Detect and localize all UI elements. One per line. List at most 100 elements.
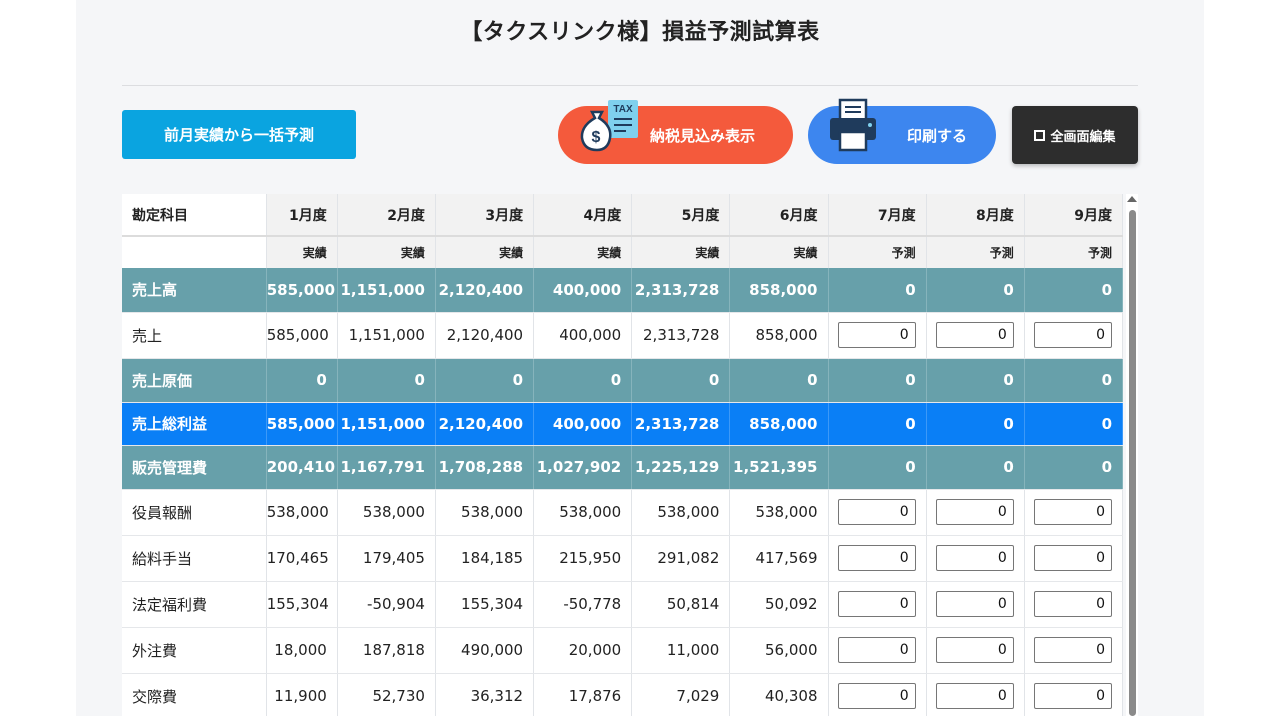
kind-header: 実績 [435,236,535,268]
value-cell: 0 [337,358,436,403]
value-cell: 56,000 [729,627,829,674]
forecast-input[interactable]: 0 [1034,683,1112,709]
table-row: 売上総利益 585,000 1,151,000 2,120,400 400,000 2,3… [122,402,1123,446]
forecast-input[interactable]: 0 [1034,499,1112,525]
value-cell: 1,151,000 [337,268,436,313]
forecast-cell: 0 [1024,627,1123,674]
kind-header: 実績 [631,236,731,268]
value-cell: 184,185 [435,535,535,582]
bulk-predict-button[interactable]: 前月実績から一括予測 [122,110,356,159]
forecast-cell: 0 [926,312,1025,359]
forecast-input[interactable]: 0 [1034,545,1112,571]
value-cell: 17,876 [533,673,633,716]
printer-icon [830,98,876,152]
value-cell: 0 [729,358,829,403]
forecast-input[interactable]: 0 [1034,322,1112,348]
forecast-table: 勘定科目 1月度 2月度 3月度 4月度 5月度 6月度 7月度 8月度 9月度 実績 実績 実績実… [122,194,1123,716]
account-label: 役員報酬 [122,489,267,536]
forecast-cell: 0 [828,535,927,582]
value-cell: 538,000 [337,489,436,536]
value-cell: 0 [926,358,1025,403]
forecast-input[interactable]: 0 [1034,637,1112,663]
scrollbar-thumb[interactable] [1129,210,1136,716]
value-cell: 0 [828,402,927,446]
table-row: 外注費 18,000 187,818 490,000 20,000 11,000 56,00… [122,627,1123,674]
value-cell: 585,000 [266,312,338,359]
kind-header: 実績 [337,236,436,268]
value-cell: 858,000 [729,402,829,446]
forecast-table-body: 売上高 585,000 1,151,000 2,120,400 400,000 2,313… [122,268,1123,716]
title-divider [122,85,1138,86]
fullscreen-edit-button[interactable]: 全画面編集 [1012,106,1138,164]
value-cell: 585,000 [266,402,338,446]
table-row: 売上高 585,000 1,151,000 2,120,400 400,000 2,313… [122,268,1123,313]
month-header: 1月度 [266,194,338,237]
forecast-input[interactable]: 0 [935,499,1014,525]
kind-header-blank [122,236,267,268]
value-cell: 0 [926,445,1025,490]
forecast-cell: 0 [926,535,1025,582]
tax-estimate-label: 納税見込み表示 [649,126,755,145]
forecast-input[interactable]: 0 [1034,591,1112,617]
value-cell: 52,730 [337,673,436,716]
forecast-input[interactable]: 0 [837,637,916,663]
kind-header: 実績 [729,236,829,268]
forecast-cell: 0 [1024,535,1123,582]
month-header: 9月度 [1024,194,1123,237]
print-button[interactable]: 印刷する [808,98,996,164]
tax-estimate-button[interactable]: TAX $ 納税見込み表示 [558,100,793,164]
value-cell: 2,120,400 [435,312,535,359]
value-cell: 200,410 [266,445,338,490]
value-cell: 50,814 [631,581,731,628]
value-cell: 2,313,728 [631,402,731,446]
value-cell: 0 [828,268,927,313]
account-label: 外注費 [122,627,267,674]
fullscreen-icon [1034,129,1046,141]
value-cell: 0 [533,358,633,403]
forecast-input[interactable]: 0 [935,545,1014,571]
value-cell: 0 [1024,445,1123,490]
forecast-input[interactable]: 0 [935,322,1014,348]
value-cell: 1,225,129 [631,445,731,490]
month-header-row: 勘定科目 1月度 2月度 3月度 4月度 5月度 6月度 7月度 8月度 9月度 [122,194,1123,237]
forecast-input[interactable]: 0 [837,499,916,525]
account-label: 売上高 [122,268,267,313]
forecast-input[interactable]: 0 [837,591,916,617]
table-row: 売上 585,000 1,151,000 2,120,400 400,000 2,313,… [122,312,1123,359]
table-row: 役員報酬 538,000 538,000 538,000 538,000 538,000 5… [122,489,1123,536]
account-header: 勘定科目 [122,194,267,237]
account-label: 交際費 [122,673,267,716]
forecast-input[interactable]: 0 [935,591,1014,617]
table-scrollbar[interactable] [1126,194,1138,716]
forecast-input[interactable]: 0 [935,637,1014,663]
value-cell: 36,312 [435,673,535,716]
scroll-up-arrow-icon[interactable] [1127,196,1137,202]
value-cell: 1,167,791 [337,445,436,490]
value-cell: 858,000 [729,268,829,313]
value-cell: 2,313,728 [631,312,731,359]
value-cell: 0 [1024,402,1123,446]
forecast-cell: 0 [828,627,927,674]
value-cell: 215,950 [533,535,633,582]
account-label: 売上 [122,312,267,359]
kind-header: 予測 [1024,236,1123,268]
value-cell: 1,521,395 [729,445,829,490]
forecast-input[interactable]: 0 [837,322,916,348]
main-panel: 【タクスリンク様】損益予測試算表 前月実績から一括予測 TAX $ 納税見込み表… [76,0,1204,716]
value-cell: 170,465 [266,535,338,582]
table-row: 販売管理費 200,410 1,167,791 1,708,288 1,027,902 1… [122,445,1123,490]
forecast-cell: 0 [1024,581,1123,628]
month-header: 6月度 [729,194,829,237]
forecast-cell: 0 [926,673,1025,716]
value-cell: 1,151,000 [337,402,436,446]
value-cell: 18,000 [266,627,338,674]
forecast-input[interactable]: 0 [837,683,916,709]
forecast-input[interactable]: 0 [837,545,916,571]
forecast-cell: 0 [926,489,1025,536]
account-label: 法定福利費 [122,581,267,628]
forecast-input[interactable]: 0 [935,683,1014,709]
month-header: 7月度 [828,194,927,237]
value-cell: -50,904 [337,581,436,628]
value-cell: 0 [926,402,1025,446]
money-bag-tax-icon: TAX $ [580,100,638,152]
